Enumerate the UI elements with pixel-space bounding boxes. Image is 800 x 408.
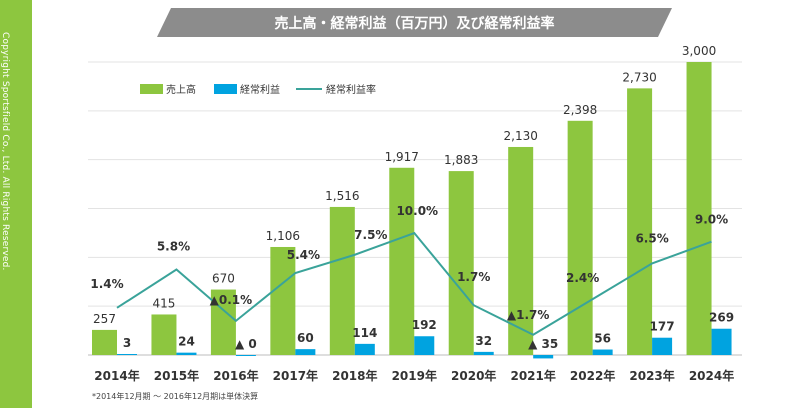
label-ratio: ▲1.7% bbox=[507, 308, 550, 322]
label-profit: 32 bbox=[475, 334, 492, 348]
legend-swatch-profit bbox=[214, 84, 237, 94]
x-tick-label: 2022年 bbox=[570, 368, 615, 383]
legend-swatch-sales bbox=[140, 84, 163, 94]
label-ratio: 2.4% bbox=[566, 271, 599, 285]
x-tick-label: 2015年 bbox=[154, 368, 199, 383]
label-ratio: 10.0% bbox=[396, 204, 438, 218]
copyright-sidebar: Copyright Sportsfield Co., Ltd. All Righ… bbox=[0, 0, 32, 408]
legend-label-sales: 売上高 bbox=[166, 83, 196, 96]
x-tick-label: 2024年 bbox=[689, 368, 734, 383]
x-tick-label: 2017年 bbox=[273, 368, 318, 383]
bar-sales bbox=[92, 329, 117, 355]
label-sales: 415 bbox=[153, 296, 176, 310]
x-tick-label: 2014年 bbox=[94, 368, 139, 383]
bar-profit bbox=[652, 337, 673, 355]
bar-profit bbox=[235, 355, 256, 356]
label-sales: 2,130 bbox=[504, 129, 538, 143]
label-ratio: 1.7% bbox=[457, 270, 490, 284]
label-ratio: ▲0.1% bbox=[210, 293, 253, 307]
bar-sales bbox=[329, 206, 355, 355]
bar-profit bbox=[117, 354, 137, 355]
bar-sales bbox=[151, 314, 177, 355]
x-tick-label: 2020年 bbox=[451, 368, 496, 383]
bar-profit bbox=[176, 352, 197, 355]
label-profit: 269 bbox=[709, 311, 734, 325]
legend-label-profit: 経常利益 bbox=[240, 83, 280, 96]
bar-profit bbox=[354, 343, 375, 355]
bar-profit bbox=[473, 351, 494, 355]
line-ratio bbox=[116, 231, 712, 336]
label-ratio: 9.0% bbox=[695, 213, 728, 227]
bar-profit bbox=[533, 355, 554, 359]
label-profit: ▲ 35 bbox=[528, 337, 558, 351]
bar-sales bbox=[389, 167, 415, 355]
label-profit: ▲ 0 bbox=[235, 337, 257, 351]
label-sales: 670 bbox=[212, 272, 235, 286]
legend-label-ratio: 経常利益率 bbox=[326, 83, 376, 96]
label-profit: 3 bbox=[123, 336, 131, 350]
label-ratio: 5.4% bbox=[287, 248, 320, 262]
bar-sales bbox=[627, 88, 653, 356]
bar-sales bbox=[210, 289, 236, 355]
label-ratio: 1.4% bbox=[90, 277, 123, 291]
bar-sales bbox=[567, 120, 593, 355]
x-tick-label: 2018年 bbox=[332, 368, 377, 383]
bar-sales bbox=[448, 171, 474, 355]
bar-sales bbox=[508, 146, 534, 355]
x-tick-label: 2016年 bbox=[213, 368, 258, 383]
label-profit: 192 bbox=[412, 318, 437, 332]
label-ratio: 7.5% bbox=[354, 228, 387, 242]
chart-title: 売上高・経常利益（百万円）及び経常利益率 bbox=[157, 8, 672, 37]
label-sales: 2,398 bbox=[563, 103, 597, 117]
label-profit: 56 bbox=[594, 332, 611, 346]
label-ratio: 6.5% bbox=[635, 231, 668, 245]
x-tick-label: 2021年 bbox=[510, 368, 555, 383]
label-ratio: 5.8% bbox=[157, 240, 190, 254]
bar-sales bbox=[686, 62, 712, 355]
label-sales: 1,516 bbox=[325, 189, 359, 203]
label-sales: 1,883 bbox=[444, 153, 478, 167]
bar-sales bbox=[270, 246, 296, 355]
x-tick-label: 2023年 bbox=[629, 368, 674, 383]
x-tick-label: 2019年 bbox=[392, 368, 437, 383]
bar-profit bbox=[414, 336, 435, 355]
bar-profit bbox=[295, 349, 316, 355]
label-sales: 3,000 bbox=[682, 44, 716, 58]
label-profit: 24 bbox=[178, 335, 195, 349]
label-profit: 177 bbox=[650, 320, 675, 334]
footnote: *2014年12月期 ～ 2016年12月期は単体決算 bbox=[92, 392, 259, 401]
label-sales: 2,730 bbox=[622, 70, 656, 84]
label-sales: 1,106 bbox=[266, 229, 300, 243]
label-sales: 257 bbox=[93, 312, 116, 326]
bar-profit bbox=[592, 349, 613, 355]
bar-profit bbox=[711, 328, 732, 355]
label-sales: 1,917 bbox=[385, 150, 419, 164]
label-profit: 60 bbox=[297, 331, 314, 345]
label-profit: 114 bbox=[352, 326, 377, 340]
